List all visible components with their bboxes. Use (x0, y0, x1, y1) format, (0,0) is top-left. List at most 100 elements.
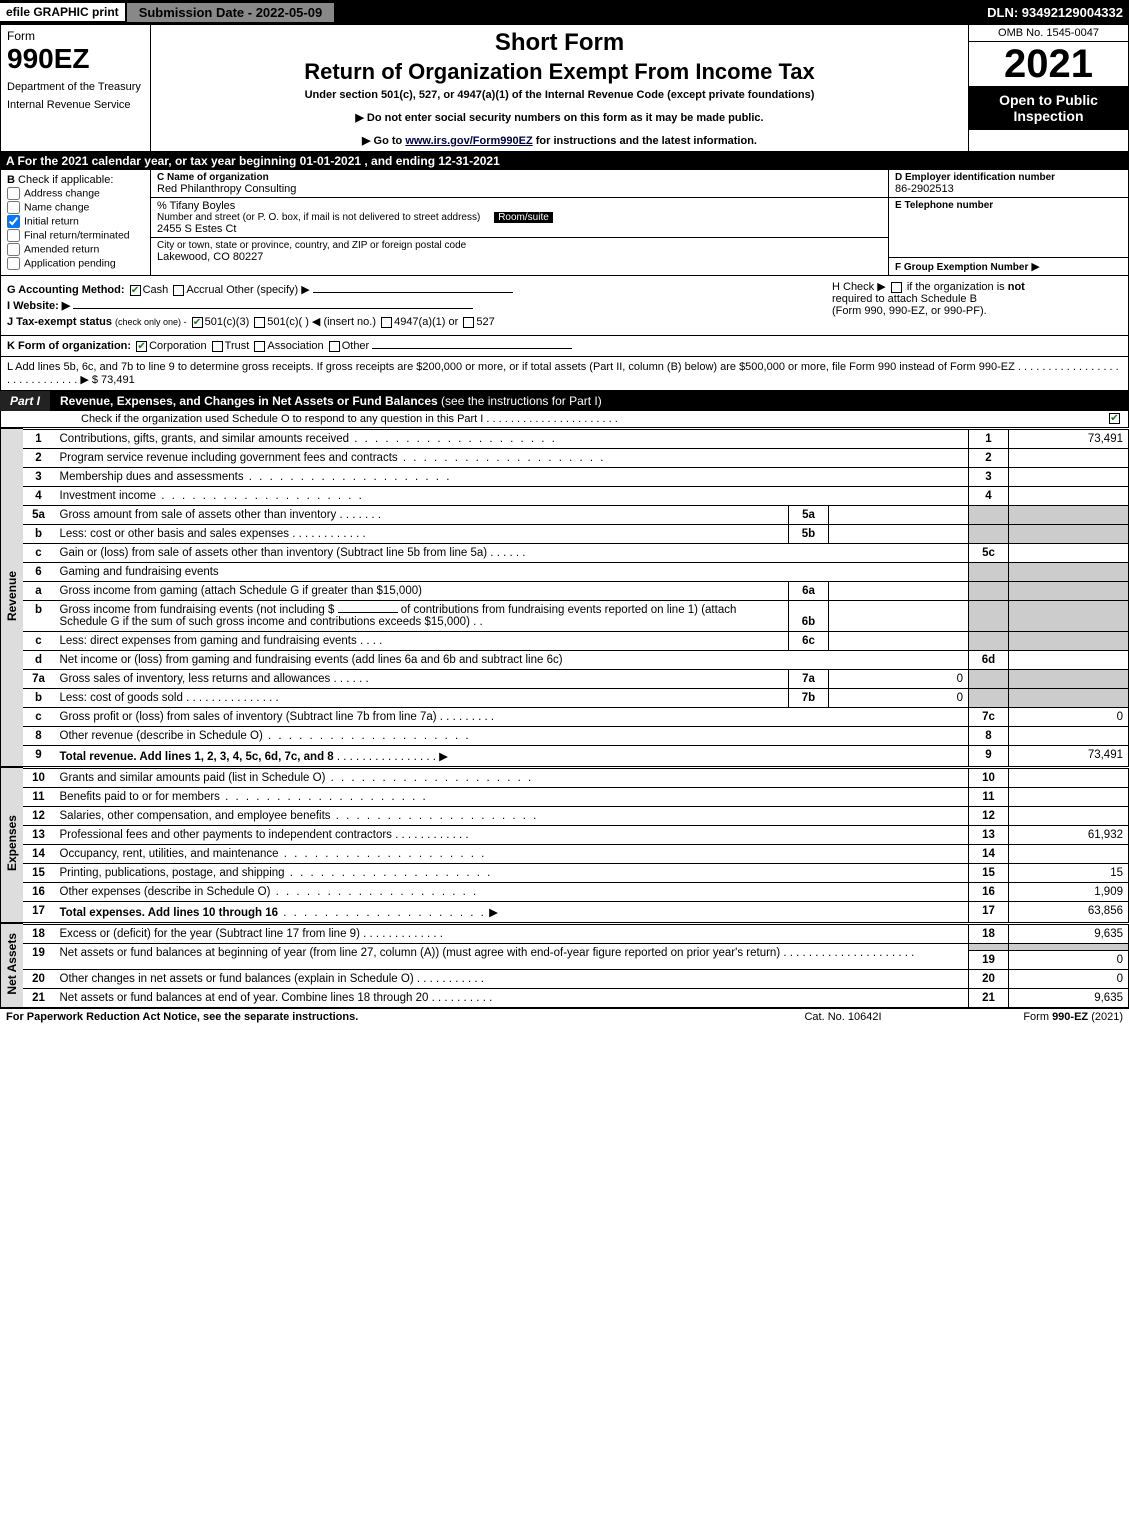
line-9-value: 73,491 (1009, 745, 1129, 766)
line-20-value: 0 (1009, 969, 1129, 988)
line-18-value: 9,635 (1009, 924, 1129, 943)
cb-527[interactable] (463, 317, 474, 328)
line-1-value: 73,491 (1009, 429, 1129, 448)
group-exemption-label: F Group Exemption Number (895, 262, 1028, 273)
efile-label: efile GRAPHIC print (0, 3, 125, 21)
section-ghi: G Accounting Method: Cash Accrual Other … (0, 276, 1129, 336)
cb-schedule-b[interactable] (891, 282, 902, 293)
section-c: C Name of organization Red Philanthropy … (151, 170, 888, 275)
top-bar: efile GRAPHIC print Submission Date - 20… (0, 0, 1129, 24)
line-5b-desc: Less: cost or other basis and sales expe… (60, 528, 290, 540)
line-6c-desc: Less: direct expenses from gaming and fu… (60, 635, 357, 647)
tax-year: 2021 (969, 42, 1128, 86)
expenses-side-label: Expenses (1, 768, 23, 923)
cb-final-return[interactable]: Final return/terminated (7, 229, 144, 242)
city-block: City or town, state or province, country… (151, 238, 888, 265)
line-14-desc: Occupancy, rent, utilities, and maintena… (60, 848, 279, 860)
cb-trust[interactable] (212, 341, 223, 352)
dln-label: DLN: 93492129004332 (987, 5, 1129, 20)
cb-accrual[interactable] (173, 285, 184, 296)
street-address: 2455 S Estes Ct (157, 223, 882, 235)
line-19-value: 0 (1009, 950, 1129, 969)
line-9-desc: Total revenue. Add lines 1, 2, 3, 4, 5c,… (60, 751, 334, 763)
line-19-desc: Net assets or fund balances at beginning… (60, 947, 781, 959)
open-public-2: Inspection (973, 108, 1124, 124)
open-public-1: Open to Public (973, 92, 1124, 108)
netassets-side-label: Net Assets (1, 924, 23, 1008)
cb-501c[interactable] (254, 317, 265, 328)
line-20-desc: Other changes in net assets or fund bala… (60, 973, 414, 985)
form-word: Form (7, 29, 144, 43)
cb-address-change[interactable]: Address change (7, 187, 144, 200)
header-right: OMB No. 1545-0047 2021 Open to Public In… (968, 25, 1128, 151)
city-state-zip: Lakewood, CO 80227 (157, 251, 882, 263)
cb-cash[interactable] (130, 285, 141, 296)
ein-label: D Employer identification number (895, 172, 1122, 183)
ssn-note: ▶ Do not enter social security numbers o… (159, 111, 960, 124)
revenue-table: Revenue 1Contributions, gifts, grants, a… (0, 428, 1129, 767)
cb-initial-return[interactable]: Initial return (7, 215, 144, 228)
footer: For Paperwork Reduction Act Notice, see … (0, 1008, 1129, 1025)
cb-association[interactable] (254, 341, 265, 352)
cb-501c3[interactable] (192, 317, 203, 328)
part-1-title: Revenue, Expenses, and Changes in Net As… (50, 391, 1129, 411)
telephone-block: E Telephone number (889, 198, 1128, 258)
header-center: Short Form Return of Organization Exempt… (151, 25, 968, 151)
line-11-desc: Benefits paid to or for members (60, 791, 220, 803)
line-1-desc: Contributions, gifts, grants, and simila… (60, 433, 350, 445)
c-name-label: C Name of organization (157, 172, 882, 183)
cb-other-org[interactable] (329, 341, 340, 352)
cb-application-pending[interactable]: Application pending (7, 257, 144, 270)
addr-label: Number and street (or P. O. box, if mail… (157, 212, 480, 223)
cb-name-change[interactable]: Name change (7, 201, 144, 214)
section-h: H Check ▶ if the organization is not req… (822, 280, 1122, 331)
line-4-desc: Investment income (60, 490, 157, 502)
cb-corporation[interactable] (136, 341, 147, 352)
city-label: City or town, state or province, country… (157, 240, 882, 251)
row-a-tax-year: A For the 2021 calendar year, or tax yea… (0, 152, 1129, 170)
line-3-desc: Membership dues and assessments (60, 471, 244, 483)
revenue-side-label: Revenue (1, 429, 23, 767)
subtitle: Under section 501(c), 527, or 4947(a)(1)… (159, 89, 960, 101)
line-5a-desc: Gross amount from sale of assets other t… (60, 509, 337, 521)
part1-check-line: Check if the organization used Schedule … (0, 411, 1129, 428)
line-13-desc: Professional fees and other payments to … (60, 829, 392, 841)
cb-schedule-o[interactable] (1109, 413, 1120, 424)
form-number: 990EZ (7, 43, 144, 75)
g-label: G Accounting Method: (7, 284, 125, 296)
line-13-value: 61,932 (1009, 825, 1129, 844)
section-k: K Form of organization: Corporation Trus… (0, 336, 1129, 357)
section-bcdef: B Check if applicable: Address change Na… (0, 170, 1129, 276)
short-form-title: Short Form (159, 29, 960, 57)
section-def: D Employer identification number 86-2902… (888, 170, 1128, 275)
ein-block: D Employer identification number 86-2902… (889, 170, 1128, 198)
address-block: % Tifany Boyles Number and street (or P.… (151, 198, 888, 238)
line-6-desc: Gaming and fundraising events (60, 566, 219, 578)
gross-receipts-amount: $ 73,491 (92, 374, 135, 386)
cb-4947[interactable] (381, 317, 392, 328)
line-15-desc: Printing, publications, postage, and shi… (60, 867, 285, 879)
irs-link[interactable]: www.irs.gov/Form990EZ (405, 135, 532, 147)
accounting-method: G Accounting Method: Cash Accrual Other … (7, 283, 822, 296)
line-2-desc: Program service revenue including govern… (60, 452, 398, 464)
tax-exempt-status: J Tax-exempt status (check only one) - 5… (7, 315, 822, 328)
ein-value: 86-2902513 (895, 183, 1122, 195)
b-label: B (7, 174, 15, 186)
website-line: I Website: ▶ (7, 299, 822, 312)
cb-amended-return[interactable]: Amended return (7, 243, 144, 256)
line-21-desc: Net assets or fund balances at end of ye… (60, 992, 429, 1004)
arrow-icon: ▶ (439, 751, 448, 763)
goto-note: ▶ Go to www.irs.gov/Form990EZ for instru… (159, 134, 960, 147)
expenses-table: Expenses 10Grants and similar amounts pa… (0, 767, 1129, 923)
header-left: Form 990EZ Department of the Treasury In… (1, 25, 151, 151)
care-of-name: % Tifany Boyles (157, 200, 882, 212)
other-specify: Other (specify) ▶ (226, 284, 310, 296)
part-1-header: Part I Revenue, Expenses, and Changes in… (0, 391, 1129, 411)
return-title: Return of Organization Exempt From Incom… (159, 59, 960, 85)
line-7a-value: 0 (829, 669, 969, 688)
line-12-desc: Salaries, other compensation, and employ… (60, 810, 331, 822)
j-label: J Tax-exempt status (7, 316, 112, 328)
omb-number: OMB No. 1545-0047 (969, 25, 1128, 42)
line-21-value: 9,635 (1009, 988, 1129, 1007)
submission-date: Submission Date - 2022-05-09 (127, 3, 335, 22)
